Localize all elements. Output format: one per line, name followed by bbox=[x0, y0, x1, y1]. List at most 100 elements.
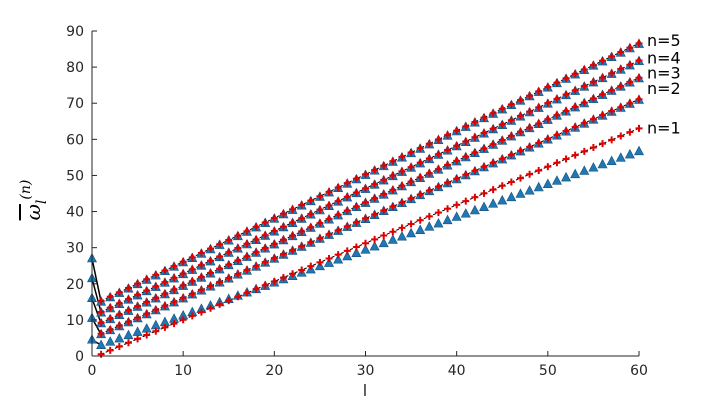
plus-point bbox=[608, 107, 616, 115]
plus-point bbox=[216, 265, 224, 273]
plus-point bbox=[571, 86, 579, 94]
plus-point bbox=[516, 112, 524, 120]
plus-point bbox=[635, 95, 643, 103]
plus-point bbox=[599, 140, 607, 148]
plus-point bbox=[389, 186, 397, 194]
y-axis-label-main: ω bbox=[21, 204, 45, 220]
plus-point bbox=[188, 312, 196, 320]
plus-point bbox=[626, 44, 634, 52]
plus-point bbox=[343, 193, 351, 201]
plus-point bbox=[599, 74, 607, 82]
triangle-point bbox=[150, 319, 161, 330]
plus-point bbox=[279, 223, 287, 231]
series-label-n5: n=5 bbox=[647, 31, 681, 50]
plus-point bbox=[170, 262, 178, 270]
plus-point bbox=[380, 190, 388, 198]
plus-point bbox=[553, 95, 561, 103]
triangle-point bbox=[141, 323, 152, 333]
plus-point bbox=[553, 79, 561, 87]
triangle-point bbox=[123, 329, 134, 340]
triangle-point bbox=[378, 237, 389, 248]
plus-point bbox=[161, 290, 169, 298]
plus-point bbox=[207, 245, 215, 253]
triangle-point bbox=[497, 194, 508, 205]
plus-point bbox=[97, 350, 105, 358]
plus-point bbox=[152, 282, 160, 290]
plus-point bbox=[516, 128, 524, 136]
plus-point bbox=[398, 224, 406, 232]
plus-point bbox=[225, 274, 233, 282]
triangle-point bbox=[579, 165, 590, 175]
plus-point bbox=[425, 212, 433, 220]
x-axis-label: l bbox=[363, 381, 367, 400]
triangle-point bbox=[588, 162, 599, 172]
plus-point bbox=[234, 244, 242, 252]
plus-point bbox=[270, 254, 278, 262]
series-label-n2: n=2 bbox=[647, 79, 681, 98]
plus-point bbox=[553, 111, 561, 119]
triangle-point bbox=[597, 158, 608, 169]
plus-point bbox=[489, 186, 497, 194]
plus-point bbox=[480, 144, 488, 152]
triangle-point bbox=[542, 178, 553, 188]
plus-point bbox=[471, 167, 479, 175]
plus-point bbox=[589, 95, 597, 103]
svg-text:ωl(n): ωl(n) bbox=[18, 180, 50, 221]
series-guide-line bbox=[100, 60, 640, 313]
x-tick-label: 30 bbox=[357, 363, 375, 379]
plus-point bbox=[261, 244, 269, 252]
plus-point bbox=[617, 82, 625, 90]
plus-point bbox=[106, 293, 114, 301]
plus-point bbox=[434, 183, 442, 191]
triangle-point bbox=[114, 332, 125, 343]
plus-point bbox=[316, 234, 324, 242]
triangle-point bbox=[615, 152, 626, 162]
plus-point bbox=[261, 258, 269, 266]
plus-point bbox=[526, 143, 534, 151]
plus-point bbox=[608, 69, 616, 77]
plus-point bbox=[143, 298, 151, 306]
y-tick-label: 80 bbox=[66, 60, 84, 76]
plus-point bbox=[580, 82, 588, 90]
plus-point bbox=[371, 210, 379, 218]
plus-point bbox=[398, 153, 406, 161]
plus-point bbox=[334, 226, 342, 234]
plus-point bbox=[179, 316, 187, 324]
plus-point bbox=[498, 105, 506, 113]
plus-point bbox=[626, 128, 634, 136]
plus-point bbox=[334, 197, 342, 205]
plus-point bbox=[243, 289, 251, 297]
plus-point bbox=[407, 163, 415, 171]
plus-point bbox=[106, 315, 114, 323]
plus-point bbox=[197, 273, 205, 281]
plus-point bbox=[471, 118, 479, 126]
plus-point bbox=[362, 184, 369, 192]
plus-point bbox=[170, 320, 178, 328]
plus-point bbox=[334, 211, 342, 219]
plus-point bbox=[270, 240, 278, 248]
plus-point bbox=[526, 92, 534, 100]
plus-point bbox=[571, 103, 579, 111]
plus-point bbox=[389, 228, 397, 236]
plus-point bbox=[343, 179, 351, 187]
plus-point bbox=[425, 169, 433, 177]
plus-point bbox=[307, 223, 315, 231]
plus-point bbox=[216, 240, 224, 248]
plus-point bbox=[480, 129, 488, 137]
plus-point bbox=[270, 214, 278, 222]
plus-point bbox=[599, 111, 607, 119]
x-tick-label: 0 bbox=[88, 363, 97, 379]
plus-point bbox=[462, 197, 470, 205]
plus-point bbox=[398, 182, 406, 190]
plus-point bbox=[252, 248, 260, 256]
plus-point bbox=[407, 220, 415, 228]
series-2 bbox=[87, 94, 644, 339]
plus-point bbox=[635, 39, 643, 47]
plus-point bbox=[298, 201, 306, 209]
plus-point bbox=[416, 144, 424, 152]
triangle-point bbox=[479, 201, 490, 211]
plus-point bbox=[434, 135, 442, 143]
y-tick-label: 0 bbox=[75, 349, 84, 365]
plus-point bbox=[571, 151, 579, 159]
plus-point bbox=[289, 205, 297, 213]
